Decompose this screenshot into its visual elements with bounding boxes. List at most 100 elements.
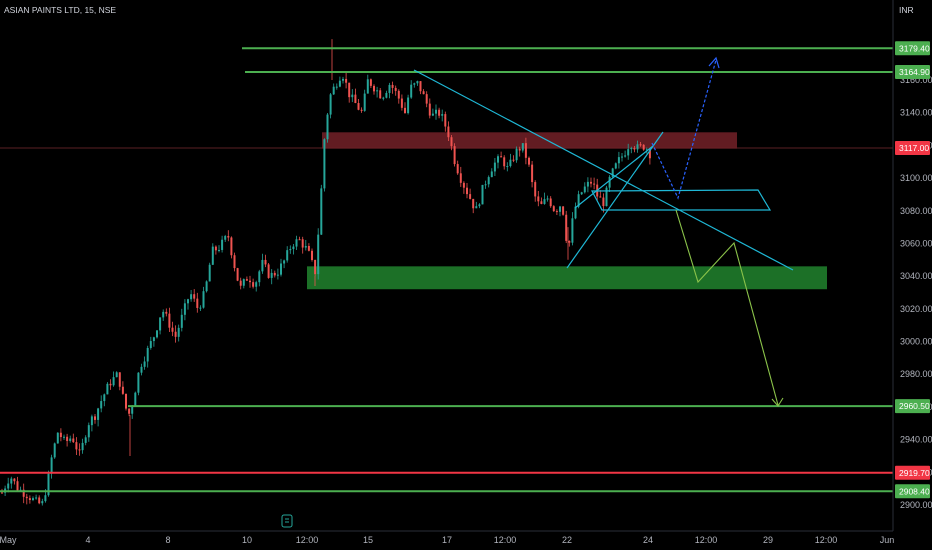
candle xyxy=(218,245,220,253)
price-tick-label: 3000.00 xyxy=(900,337,932,347)
candle xyxy=(72,433,75,443)
candle xyxy=(490,168,493,178)
candle xyxy=(38,495,41,505)
wedge-upper-trendline[interactable] xyxy=(566,131,664,269)
candle xyxy=(493,157,496,176)
candle xyxy=(97,407,100,427)
candle xyxy=(518,146,521,157)
candle xyxy=(75,437,78,455)
time-axis[interactable]: May 4 8 10 12:00 15 17 12:00 22 24 12:00 29 12:00 Jun xyxy=(0,535,894,545)
level-price-badge[interactable]: 2908.40 xyxy=(895,484,930,499)
candle xyxy=(118,372,121,391)
candle xyxy=(131,405,134,419)
bearish-projection-path[interactable] xyxy=(675,209,779,406)
candle xyxy=(580,191,583,196)
candle xyxy=(100,395,103,413)
candle xyxy=(280,258,282,277)
candle xyxy=(286,246,289,263)
price-tick-label: 2900.00 xyxy=(900,500,932,510)
event-marker-icon[interactable] xyxy=(281,514,293,528)
time-tick-label: 24 xyxy=(643,535,653,545)
candle xyxy=(391,81,394,94)
candle xyxy=(16,476,19,492)
candle xyxy=(22,483,25,504)
svg-text:2960.50: 2960.50 xyxy=(899,401,930,411)
bullish-projection-path[interactable] xyxy=(651,59,717,200)
candle xyxy=(103,393,106,407)
candle xyxy=(590,177,592,188)
drawings-layer[interactable] xyxy=(413,56,794,407)
demand-zone[interactable] xyxy=(307,266,827,290)
candle xyxy=(552,205,555,213)
candle xyxy=(252,278,255,289)
candle xyxy=(87,422,90,442)
candle xyxy=(481,184,484,205)
candle xyxy=(506,162,509,172)
candle xyxy=(605,185,608,207)
candle xyxy=(168,307,171,333)
candle xyxy=(472,198,475,214)
candle xyxy=(121,381,124,395)
candle xyxy=(59,428,62,442)
candle xyxy=(407,94,410,115)
candle xyxy=(317,228,320,280)
candle xyxy=(180,308,183,332)
level-price-badge[interactable]: 3179.40 xyxy=(895,41,930,56)
level-price-badge[interactable]: 2960.50 xyxy=(895,399,930,414)
descending-trendline[interactable] xyxy=(413,69,794,271)
candle xyxy=(41,498,44,506)
candle xyxy=(521,143,524,153)
candle xyxy=(137,372,140,396)
candle xyxy=(537,190,540,207)
candle xyxy=(388,82,391,99)
bullish-arrow-head-icon xyxy=(708,56,720,69)
candle xyxy=(639,142,642,147)
supply-zone[interactable] xyxy=(322,132,737,149)
flag-pattern[interactable] xyxy=(591,189,772,211)
wedge-lower-trendline[interactable] xyxy=(574,145,654,209)
candle xyxy=(453,143,456,167)
candle xyxy=(314,259,317,277)
candle xyxy=(25,493,28,505)
candle xyxy=(611,167,614,179)
svg-text:3179.40: 3179.40 xyxy=(899,43,930,53)
price-tick-label: 2940.00 xyxy=(900,435,932,445)
candle xyxy=(28,495,31,504)
levels-layer[interactable] xyxy=(0,47,893,493)
candle xyxy=(326,112,329,143)
candle xyxy=(444,111,447,132)
candle xyxy=(602,193,605,213)
time-tick-label: 12:00 xyxy=(494,535,517,545)
time-tick-label: 17 xyxy=(442,535,452,545)
candle xyxy=(459,166,462,187)
candle xyxy=(174,325,177,343)
candle xyxy=(187,298,189,310)
candle xyxy=(276,268,279,280)
currency-label: INR xyxy=(899,5,914,15)
candle xyxy=(512,155,515,163)
candle xyxy=(106,382,109,395)
price-axis[interactable]: 2900.002920.002940.002960.002980.003000.… xyxy=(892,0,932,531)
candle xyxy=(385,90,388,99)
candle xyxy=(500,151,503,158)
candle xyxy=(549,196,552,208)
candle xyxy=(115,371,118,378)
candle xyxy=(47,470,50,497)
last-price-badge[interactable]: 3117.00 xyxy=(895,141,930,155)
time-tick-label: 8 xyxy=(165,535,170,545)
candle xyxy=(332,83,335,95)
candle xyxy=(574,202,577,220)
price-tick-label: 3140.00 xyxy=(900,108,932,118)
candle xyxy=(249,275,251,288)
candle xyxy=(394,85,397,96)
candle xyxy=(295,235,298,251)
level-price-badge[interactable]: 2919.70 xyxy=(895,465,930,480)
candle xyxy=(94,414,96,424)
candle xyxy=(283,259,286,269)
time-tick-label: 15 xyxy=(363,535,373,545)
level-price-badge[interactable]: 3164.90 xyxy=(895,64,930,79)
candle xyxy=(298,236,301,241)
candle xyxy=(261,253,264,274)
candle xyxy=(7,477,10,493)
